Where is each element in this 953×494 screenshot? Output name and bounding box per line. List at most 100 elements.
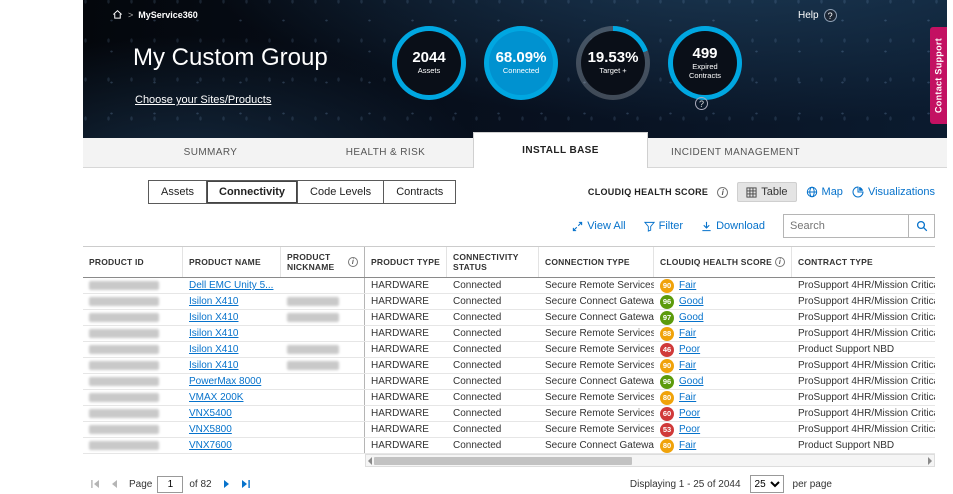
breadcrumb-app[interactable]: MyService360 (138, 9, 198, 20)
health-score-cell: 90 Fair (654, 278, 792, 293)
main-tabs: SUMMARY HEALTH & RISK INSTALL BASE INCID… (83, 132, 947, 168)
next-page-button[interactable] (220, 477, 235, 492)
product-id-cell (83, 342, 183, 357)
kpi-ring-target[interactable]: 19.53% Target + (576, 26, 650, 100)
tab-summary[interactable]: SUMMARY (183, 147, 238, 158)
connection-type-cell: Secure Remote Services (545, 424, 654, 435)
download-label: Download (716, 220, 765, 232)
health-score-link[interactable]: Fair (679, 328, 697, 339)
column-header-product-nickname[interactable]: PRODUCT NICKNAME i (281, 247, 365, 277)
subtab-connectivity[interactable]: Connectivity (206, 180, 299, 204)
download-icon (702, 221, 711, 231)
product-name-link[interactable]: Isilon X410 (189, 360, 239, 371)
product-nickname-cell (281, 278, 365, 293)
info-icon[interactable]: i (717, 186, 729, 198)
product-nickname-cell (281, 374, 365, 389)
product-name-link[interactable]: Isilon X410 (189, 344, 239, 355)
column-header-connectivity-status[interactable]: CONNECTIVITY STATUS (447, 247, 539, 277)
scrollbar-thumb[interactable] (374, 456, 632, 465)
subtab-code-levels[interactable]: Code Levels (297, 180, 385, 204)
map-globe-icon (806, 186, 817, 198)
horizontal-scrollbar[interactable] (365, 454, 935, 467)
contact-support-tab[interactable]: Contact Support (930, 27, 947, 124)
help-button[interactable]: Help ? (798, 9, 837, 22)
view-visualizations-button[interactable]: Visualizations (852, 186, 935, 198)
health-score-link[interactable]: Poor (679, 408, 701, 419)
filter-label: Filter (658, 220, 684, 232)
view-all-button[interactable]: View All (572, 220, 626, 232)
myservice360-app: > MyService360 Help ? My Custom Group Ch… (83, 0, 947, 493)
health-score-badge: 46 (660, 342, 674, 357)
page-size-select[interactable]: 25 (749, 475, 784, 493)
product-name-link[interactable]: VMAX 200K (189, 392, 244, 403)
health-score-badge: 88 (660, 326, 674, 341)
product-id-cell (83, 278, 183, 293)
scroll-left-icon[interactable] (368, 456, 372, 465)
product-id-cell (83, 326, 183, 341)
last-page-button[interactable] (239, 477, 254, 492)
kpi-help-icon[interactable]: ? (695, 97, 708, 110)
filter-button[interactable]: Filter (643, 220, 684, 232)
choose-sites-link[interactable]: Choose your Sites/Products (135, 94, 272, 106)
health-score-link[interactable]: Good (679, 312, 704, 323)
column-header-contract-type[interactable]: CONTRACT TYPE (798, 257, 873, 267)
kpi-label: Target + (599, 66, 627, 76)
product-name-link[interactable]: Isilon X410 (189, 296, 239, 307)
product-id-cell (83, 310, 183, 325)
download-button[interactable]: Download (701, 220, 765, 232)
first-page-button[interactable] (87, 477, 102, 492)
health-score-link[interactable]: Fair (679, 360, 697, 371)
product-name-link[interactable]: VNX5400 (189, 408, 232, 419)
health-score-link[interactable]: Good (679, 296, 704, 307)
column-header-health-score[interactable]: CLOUDIQ HEALTH SCORE i (654, 247, 792, 277)
subtab-assets[interactable]: Assets (148, 180, 208, 204)
previous-page-button[interactable] (106, 477, 121, 492)
health-score-link[interactable]: Poor (679, 424, 701, 435)
kpi-ring-connected[interactable]: 68.09% Connected (484, 26, 558, 100)
product-name-link[interactable]: VNX7600 (189, 440, 232, 451)
health-score-cell: 96 Good (654, 294, 792, 309)
product-name-cell: Isilon X410 (183, 294, 281, 309)
health-score-link[interactable]: Good (679, 376, 704, 387)
view-map-label: Map (821, 186, 843, 198)
install-base-table: PRODUCT ID PRODUCT NAME PRODUCT NICKNAME… (83, 246, 935, 467)
column-header-product-name[interactable]: PRODUCT NAME (183, 247, 281, 277)
home-icon[interactable] (112, 9, 123, 20)
kpi-ring-assets[interactable]: 2044 Assets (392, 26, 466, 100)
search-submit-button[interactable] (908, 215, 934, 237)
tab-health-risk[interactable]: HEALTH & RISK (345, 147, 426, 158)
health-score-link[interactable]: Poor (679, 344, 701, 355)
column-header-product-type[interactable]: PRODUCT TYPE (365, 247, 447, 277)
health-score-link[interactable]: Fair (679, 280, 697, 291)
contract-type-cell: Product Support NBD (798, 440, 895, 451)
product-name-link[interactable]: Isilon X410 (189, 328, 239, 339)
contract-type-cell: ProSupport 4HR/Mission Critical (798, 408, 935, 419)
page-number-input[interactable] (157, 475, 184, 493)
table-actions: View All Filter Download (83, 214, 935, 238)
product-name-link[interactable]: Isilon X410 (189, 312, 239, 323)
tab-install-base[interactable]: INSTALL BASE (473, 132, 648, 168)
info-icon[interactable]: i (348, 257, 358, 267)
first-page-icon (90, 480, 99, 488)
product-name-link[interactable]: PowerMax 8000 (189, 376, 262, 387)
subtab-contracts[interactable]: Contracts (383, 180, 457, 204)
product-nickname-cell (281, 358, 365, 373)
view-table-button[interactable]: Table (737, 182, 797, 202)
info-icon[interactable]: i (775, 257, 785, 267)
health-score-link[interactable]: Fair (679, 440, 697, 451)
tab-incident-management[interactable]: INCIDENT MANAGEMENT (670, 147, 801, 158)
product-name-link[interactable]: Dell EMC Unity 5... (189, 280, 274, 291)
product-name-link[interactable]: VNX5800 (189, 424, 232, 435)
health-score-link[interactable]: Fair (679, 392, 697, 403)
product-type-cell: HARDWARE (371, 376, 429, 387)
search-input[interactable] (784, 215, 908, 237)
product-id-cell (83, 294, 183, 309)
product-type-cell: HARDWARE (371, 360, 429, 371)
column-header-connection-type[interactable]: CONNECTION TYPE (539, 247, 654, 277)
kpi-ring-expired-contracts[interactable]: 499 Expired Contracts (668, 26, 742, 100)
view-map-button[interactable]: Map (806, 186, 843, 198)
scroll-right-icon[interactable] (928, 456, 932, 465)
product-nickname-cell (281, 294, 365, 309)
column-header-product-id[interactable]: PRODUCT ID (83, 247, 183, 277)
table-row: PowerMax 8000 HARDWARE Connected Secure Con… (83, 374, 935, 390)
